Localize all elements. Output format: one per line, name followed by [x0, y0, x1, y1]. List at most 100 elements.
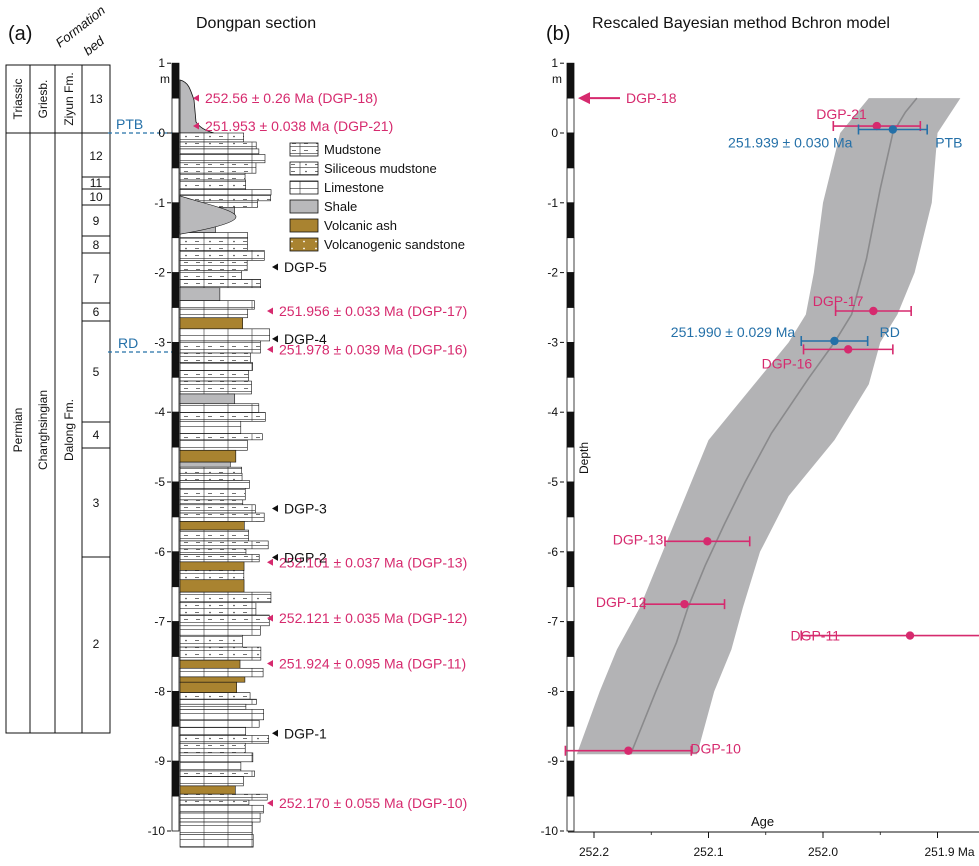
age-depth-plot: DGP-18 DGP-21 DGP-17 DGP-16 DGP-13 DGP-12 DGP-…: [564, 90, 979, 757]
scale-segment: [566, 621, 575, 657]
bed-number: 8: [93, 238, 100, 252]
sample-pointer: [272, 505, 278, 513]
scale-segment: [171, 62, 180, 99]
depth-scale-bar-b: [566, 62, 575, 832]
scale-segment: [566, 97, 575, 134]
scale-segment: [171, 446, 180, 483]
bed-dividers: [82, 176, 110, 558]
model-confidence-band: [576, 98, 961, 755]
system-permian: Permian: [11, 408, 25, 453]
scale-segment: [566, 586, 575, 623]
dgp18-arrow-label: DGP-18: [626, 90, 677, 106]
depth-tick-label: -2: [154, 266, 165, 280]
scale-segment: [566, 376, 575, 413]
boundary-point: [830, 336, 839, 346]
depth-tick-label: -7: [154, 615, 165, 629]
rock-bed: [179, 726, 247, 736]
boundary-age-label: 251.939 ± 0.030 Ma: [728, 135, 853, 151]
rock-bed: [179, 260, 248, 272]
stage-changhsingian: Changhsingian: [36, 390, 50, 470]
rock-bed: [179, 793, 268, 801]
scale-segment: [566, 446, 575, 483]
rock-bed: [179, 529, 249, 542]
bed-number: 4: [93, 428, 100, 442]
scale-segment: [566, 62, 575, 99]
formation-ziyun: Ziyun Fm.: [62, 72, 76, 125]
depth-tick-label: 1: [551, 56, 558, 70]
sample-pointer: [193, 94, 199, 102]
scale-segment: [171, 551, 180, 588]
rock-bed: [179, 472, 243, 481]
depth-tick-label: -9: [154, 754, 165, 768]
rock-bed: [179, 591, 272, 604]
rock-bed: [179, 698, 257, 705]
dated-sample-label: 251.956 ± 0.033 Ma (DGP-17): [279, 303, 467, 319]
depth-tick-label: -8: [154, 684, 165, 698]
shale-unit-top: [179, 79, 215, 134]
depth-scale-bar: [171, 62, 180, 832]
x-tick-label: 252.1: [693, 845, 723, 859]
legend-label: Mudstone: [324, 142, 381, 157]
depth-tick-label: -2: [547, 266, 558, 280]
rock-bed: [179, 172, 246, 181]
sample-pointer: [272, 335, 278, 343]
sample-pointer: [267, 558, 273, 566]
data-point-label: DGP-16: [762, 355, 813, 371]
rock-bed: [179, 614, 270, 627]
rock-bed: [179, 752, 254, 763]
scale-segment: [566, 202, 575, 239]
scale-segment: [171, 97, 180, 134]
dated-sample-label: 252.101 ± 0.037 Ma (DGP-13): [279, 554, 467, 570]
dated-sample-label: 251.953 ± 0.038 Ma (DGP-21): [205, 118, 393, 134]
scale-segment: [171, 341, 180, 378]
scale-segment: [566, 795, 575, 832]
shale-bed: [179, 287, 221, 301]
lithologic-column: [179, 79, 272, 848]
rock-bed: [179, 742, 246, 754]
sample-label: DGP-4: [284, 331, 327, 347]
data-point-label: DGP-12: [596, 594, 647, 610]
sample-pointer: [272, 263, 278, 271]
rock-bed: [179, 439, 248, 451]
volcanic-ash-bed: [179, 681, 237, 693]
depth-tick-label: -10: [148, 824, 166, 838]
bed-number: 3: [93, 496, 100, 510]
scale-segment: [566, 411, 575, 448]
depth-tick-label: -8: [547, 684, 558, 698]
depth-tick-label: -9: [547, 754, 558, 768]
rock-bed: [179, 141, 257, 150]
dated-sample-label: 251.978 ± 0.039 Ma (DGP-16): [279, 341, 467, 357]
sample-label: DGP-2: [284, 549, 327, 565]
dated-sample-label: 252.56 ± 0.26 Ma (DGP-18): [205, 90, 378, 106]
scale-segment: [171, 760, 180, 797]
depth-tick-label: -1: [547, 196, 558, 210]
depth-tick-label: 1: [158, 56, 165, 70]
rock-bed: [179, 625, 261, 636]
y-axis-label: Depth: [577, 442, 591, 474]
scale-segment: [566, 341, 575, 378]
depth-tick-label: -7: [547, 615, 558, 629]
bed-number: 5: [93, 365, 100, 379]
sample-pointer: [267, 307, 273, 315]
rock-bed: [179, 776, 244, 787]
sample-annotations: 252.56 ± 0.26 Ma (DGP-18) 251.953 ± 0.038…: [193, 90, 467, 811]
rock-bed: [179, 548, 247, 555]
sample-pointer: [267, 799, 273, 807]
rock-bed: [179, 770, 255, 777]
rock-bed: [179, 433, 263, 441]
data-point: [680, 599, 689, 609]
scale-segment: [566, 516, 575, 553]
rock-bed: [179, 340, 261, 354]
depth-tick-label: 0: [551, 126, 558, 140]
rock-bed: [179, 761, 242, 772]
rock-bed: [179, 362, 253, 371]
lithology-legend: Mudstone Siliceous mudstone Limestone Shale…: [289, 142, 465, 252]
depth-tick-label: -5: [154, 475, 165, 489]
legend-label: Limestone: [324, 180, 384, 195]
age-axis-ticks: 252.2 252.1 252.0 251.9 Ma: [579, 832, 975, 859]
rock-bed: [179, 420, 242, 434]
data-point-label: DGP-10: [690, 741, 741, 757]
rock-bed: [179, 812, 261, 823]
rock-bed: [179, 189, 272, 196]
data-point: [872, 121, 882, 131]
